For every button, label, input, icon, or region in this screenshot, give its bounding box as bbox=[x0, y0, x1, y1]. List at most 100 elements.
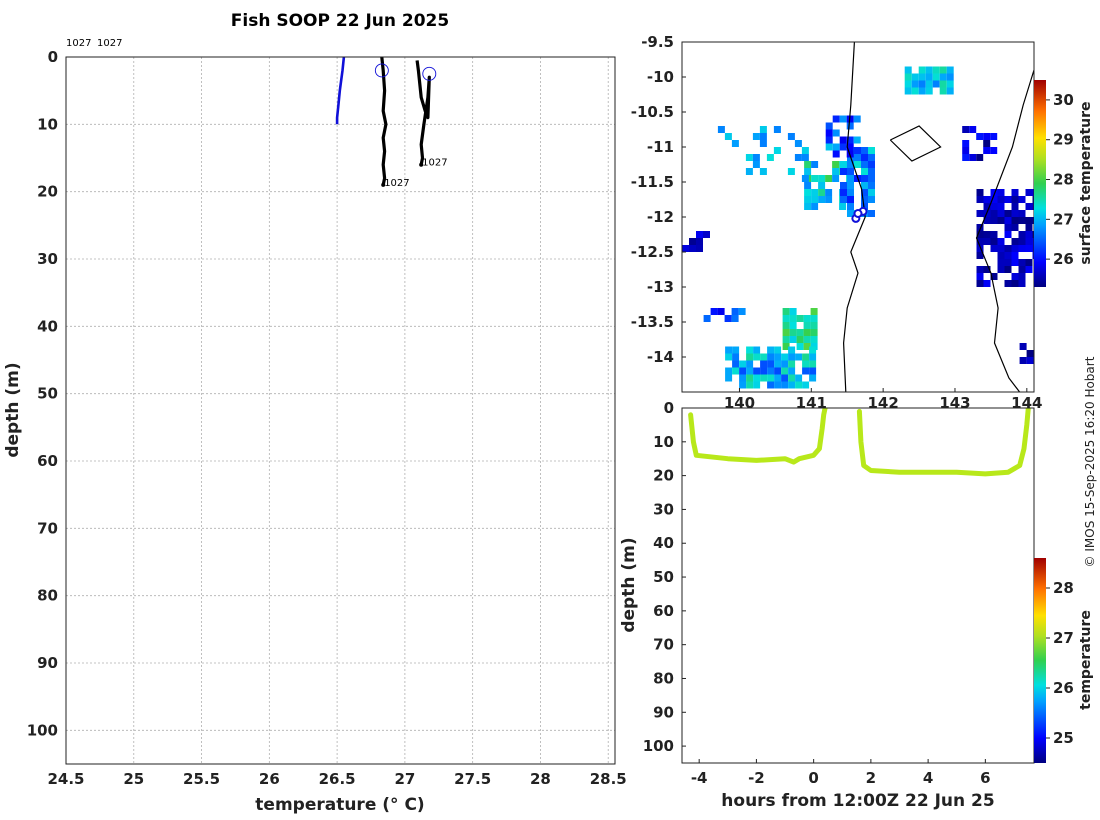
sst-cell bbox=[774, 374, 782, 382]
depth-series bbox=[688, 408, 1031, 477]
sst-cell bbox=[725, 346, 733, 354]
sst-cell bbox=[760, 367, 768, 375]
sst-cell bbox=[990, 196, 998, 203]
profile-end-dot bbox=[419, 162, 424, 167]
sst-cell bbox=[946, 66, 954, 74]
sst-cell bbox=[802, 381, 810, 389]
sst-cell bbox=[1011, 252, 1019, 259]
profile-line-profile-blue bbox=[335, 57, 346, 125]
sst-cell bbox=[840, 168, 847, 175]
map-colorbar-tick: 30 bbox=[1053, 91, 1074, 109]
sst-cell bbox=[774, 381, 782, 389]
sst-cell bbox=[1018, 217, 1026, 224]
sst-cell bbox=[861, 147, 868, 154]
sst-cell bbox=[802, 360, 810, 368]
sst-cell bbox=[990, 189, 998, 196]
sst-cell bbox=[939, 66, 947, 74]
sst-cell bbox=[746, 381, 754, 389]
sst-cell bbox=[725, 374, 733, 382]
sst-cell bbox=[911, 80, 919, 88]
profile-line-profile-1027-a bbox=[380, 57, 388, 186]
sst-cell bbox=[1018, 266, 1026, 273]
sst-cell bbox=[825, 196, 833, 203]
sst-cell bbox=[939, 73, 947, 81]
profile-y-tick: 10 bbox=[37, 115, 58, 133]
sst-cell bbox=[810, 322, 818, 329]
sst-cell bbox=[767, 374, 775, 382]
sst-cell bbox=[925, 87, 933, 95]
sst-cell bbox=[918, 87, 926, 95]
sst-cell bbox=[781, 360, 789, 368]
sst-cell bbox=[767, 353, 775, 361]
sst-cell bbox=[868, 189, 875, 196]
sst-cell bbox=[939, 80, 947, 88]
sst-cell bbox=[997, 259, 1005, 266]
sst-cell bbox=[1032, 189, 1034, 196]
sst-cell bbox=[946, 80, 954, 88]
map-colorbar-tick: 27 bbox=[1053, 210, 1074, 228]
sst-cell bbox=[990, 147, 998, 154]
sst-cell bbox=[696, 238, 703, 245]
sst-cell bbox=[918, 80, 926, 88]
sst-cell bbox=[789, 329, 797, 336]
sst-cell bbox=[818, 182, 826, 189]
map-x-tick: 140 bbox=[724, 394, 755, 412]
profile-y-tick: 80 bbox=[37, 587, 58, 605]
depth-colorbar-tick: 27 bbox=[1053, 629, 1074, 647]
sst-cell bbox=[1032, 196, 1034, 203]
sst-cell bbox=[731, 315, 739, 322]
depth-y-tick: 60 bbox=[653, 602, 674, 620]
sst-cell bbox=[739, 360, 747, 368]
sst-cell bbox=[1025, 238, 1033, 245]
sst-cell bbox=[1004, 245, 1012, 252]
map-y-tick: -14 bbox=[647, 348, 674, 366]
sst-cell bbox=[1004, 252, 1012, 259]
sst-cell bbox=[868, 196, 875, 203]
profile-x-tick-labels: 24.5 25 25.5 26 26.5 27 27.5 28 28.5 bbox=[47, 770, 626, 788]
sst-cell bbox=[774, 353, 782, 361]
sst-cell bbox=[983, 140, 991, 147]
sst-cell bbox=[696, 231, 703, 238]
sst-cell bbox=[825, 129, 833, 137]
depth-y-tick: 50 bbox=[653, 568, 674, 586]
depth-y-tick: 100 bbox=[643, 737, 674, 755]
sst-cell bbox=[809, 353, 817, 361]
sst-cell bbox=[1025, 224, 1033, 231]
profile-header-label-1: 1027 bbox=[66, 38, 91, 49]
sst-cell bbox=[1018, 231, 1026, 238]
sst-cell bbox=[731, 140, 739, 147]
sst-cell bbox=[1004, 224, 1012, 231]
sst-cell bbox=[918, 73, 926, 81]
sst-cell bbox=[946, 87, 954, 95]
depth-y-tick: 30 bbox=[653, 500, 674, 518]
map-y-tick: -12.5 bbox=[631, 243, 674, 261]
sst-cell bbox=[1018, 273, 1026, 280]
depth-x-tick-labels: -4 -2 0 2 4 6 bbox=[691, 759, 991, 787]
sst-cell bbox=[983, 231, 991, 238]
depth-x-axis-label: hours from 12:00Z 22 Jun 25 bbox=[721, 791, 994, 811]
sst-cell bbox=[801, 175, 809, 182]
sst-cell bbox=[796, 343, 804, 350]
coastline bbox=[842, 42, 866, 392]
sst-cell bbox=[739, 381, 747, 389]
depth-colorbar-label: temperature bbox=[1078, 610, 1094, 710]
depth-y-axis-label: depth (m) bbox=[619, 537, 639, 632]
sst-cell bbox=[804, 182, 812, 189]
sst-cell bbox=[976, 224, 984, 231]
sst-cell bbox=[767, 367, 775, 375]
profile-start-marker bbox=[374, 63, 389, 78]
depth-colorbar-tick: 28 bbox=[1053, 579, 1074, 597]
sst-cell bbox=[976, 133, 984, 140]
sst-cell bbox=[1032, 217, 1034, 224]
sst-cell bbox=[782, 322, 790, 329]
depth-colorbar-ticks: 25 26 27 28 bbox=[1046, 579, 1074, 747]
sst-cell bbox=[983, 196, 991, 203]
map-y-tick: -10.5 bbox=[631, 103, 674, 121]
sst-cell bbox=[796, 329, 804, 336]
sst-cell bbox=[868, 182, 875, 189]
sst-cell bbox=[904, 87, 912, 95]
sst-cell bbox=[1032, 245, 1034, 252]
sst-cell bbox=[732, 360, 740, 368]
sst-cell bbox=[997, 210, 1005, 217]
